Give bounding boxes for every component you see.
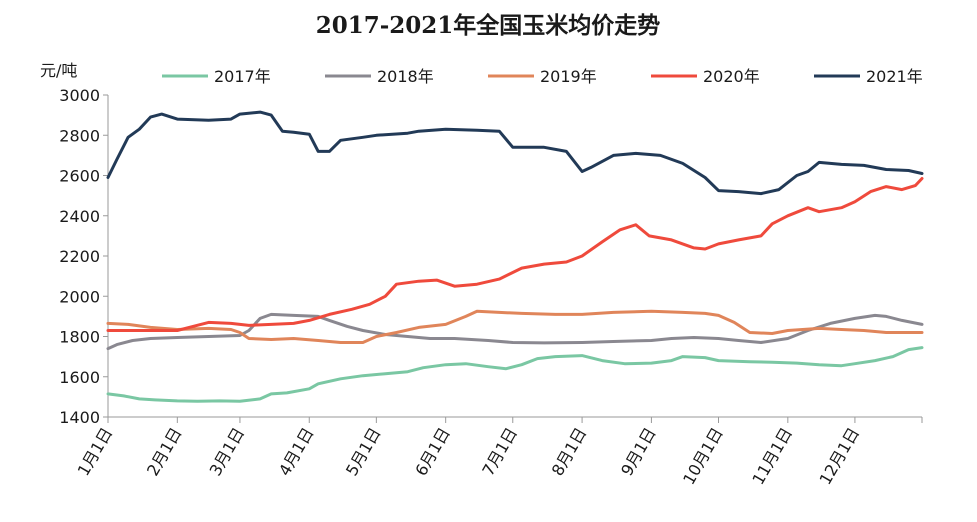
y-axis-unit: 元/吨 bbox=[40, 61, 77, 80]
x-tick-label: 12月1日 bbox=[815, 424, 863, 488]
chart-title: 2017-2021年全国玉米均价走势 bbox=[316, 12, 661, 39]
series-line-2017 bbox=[106, 346, 924, 403]
legend-label: 2020年 bbox=[703, 67, 760, 86]
x-tick-label: 4月1日 bbox=[275, 424, 318, 479]
y-tick-label: 1400 bbox=[59, 408, 100, 427]
legend-item-2020: 2020年 bbox=[651, 67, 760, 86]
y-tick-label: 2200 bbox=[59, 247, 100, 266]
legend-label: 2018年 bbox=[377, 67, 434, 86]
legend-item-2018: 2018年 bbox=[325, 67, 434, 86]
series-line-2020 bbox=[106, 177, 924, 332]
y-tick-label: 1600 bbox=[59, 368, 100, 387]
legend-label: 2021年 bbox=[866, 67, 923, 86]
y-tick-label: 2400 bbox=[59, 207, 100, 226]
series-line-2019 bbox=[106, 309, 924, 344]
legend: 2017年 2018年 2019年 2020年 2021年 bbox=[162, 67, 923, 86]
x-tick-label: 6月1日 bbox=[411, 424, 454, 479]
legend-label: 2019年 bbox=[540, 67, 597, 86]
y-tick-label: 2000 bbox=[59, 287, 100, 306]
x-tick-label: 9月1日 bbox=[617, 424, 660, 479]
y-tick-label: 2600 bbox=[59, 167, 100, 186]
y-axis: 1400 1600 1800 2000 2200 2400 2600 2800 3000 bbox=[59, 86, 109, 427]
x-tick-label: 7月1日 bbox=[478, 424, 521, 479]
x-tick-label: 8月1日 bbox=[548, 424, 591, 479]
x-tick-label: 11月1日 bbox=[748, 424, 796, 488]
x-tick-label: 1月1日 bbox=[74, 424, 117, 479]
y-tick-label: 3000 bbox=[59, 86, 100, 105]
series-line-2021 bbox=[106, 110, 924, 196]
y-tick-label: 1800 bbox=[59, 328, 100, 347]
legend-item-2019: 2019年 bbox=[488, 67, 597, 86]
x-tick-label: 2月1日 bbox=[143, 424, 186, 479]
legend-label: 2017年 bbox=[214, 67, 271, 86]
legend-item-2021: 2021年 bbox=[814, 67, 923, 86]
series-line-2018 bbox=[106, 312, 924, 351]
x-tick-label: 5月1日 bbox=[342, 424, 385, 479]
x-axis: 1月1日 2月1日 3月1日 4月1日 5月1日 6月1日 7月1日 8月1日 9月1日 10月1… bbox=[74, 416, 923, 488]
series-lines bbox=[106, 110, 924, 403]
x-tick-label: 3月1日 bbox=[206, 424, 249, 479]
x-tick-label: 10月1日 bbox=[679, 424, 727, 488]
legend-item-2017: 2017年 bbox=[162, 67, 271, 86]
y-tick-label: 2800 bbox=[59, 126, 100, 145]
